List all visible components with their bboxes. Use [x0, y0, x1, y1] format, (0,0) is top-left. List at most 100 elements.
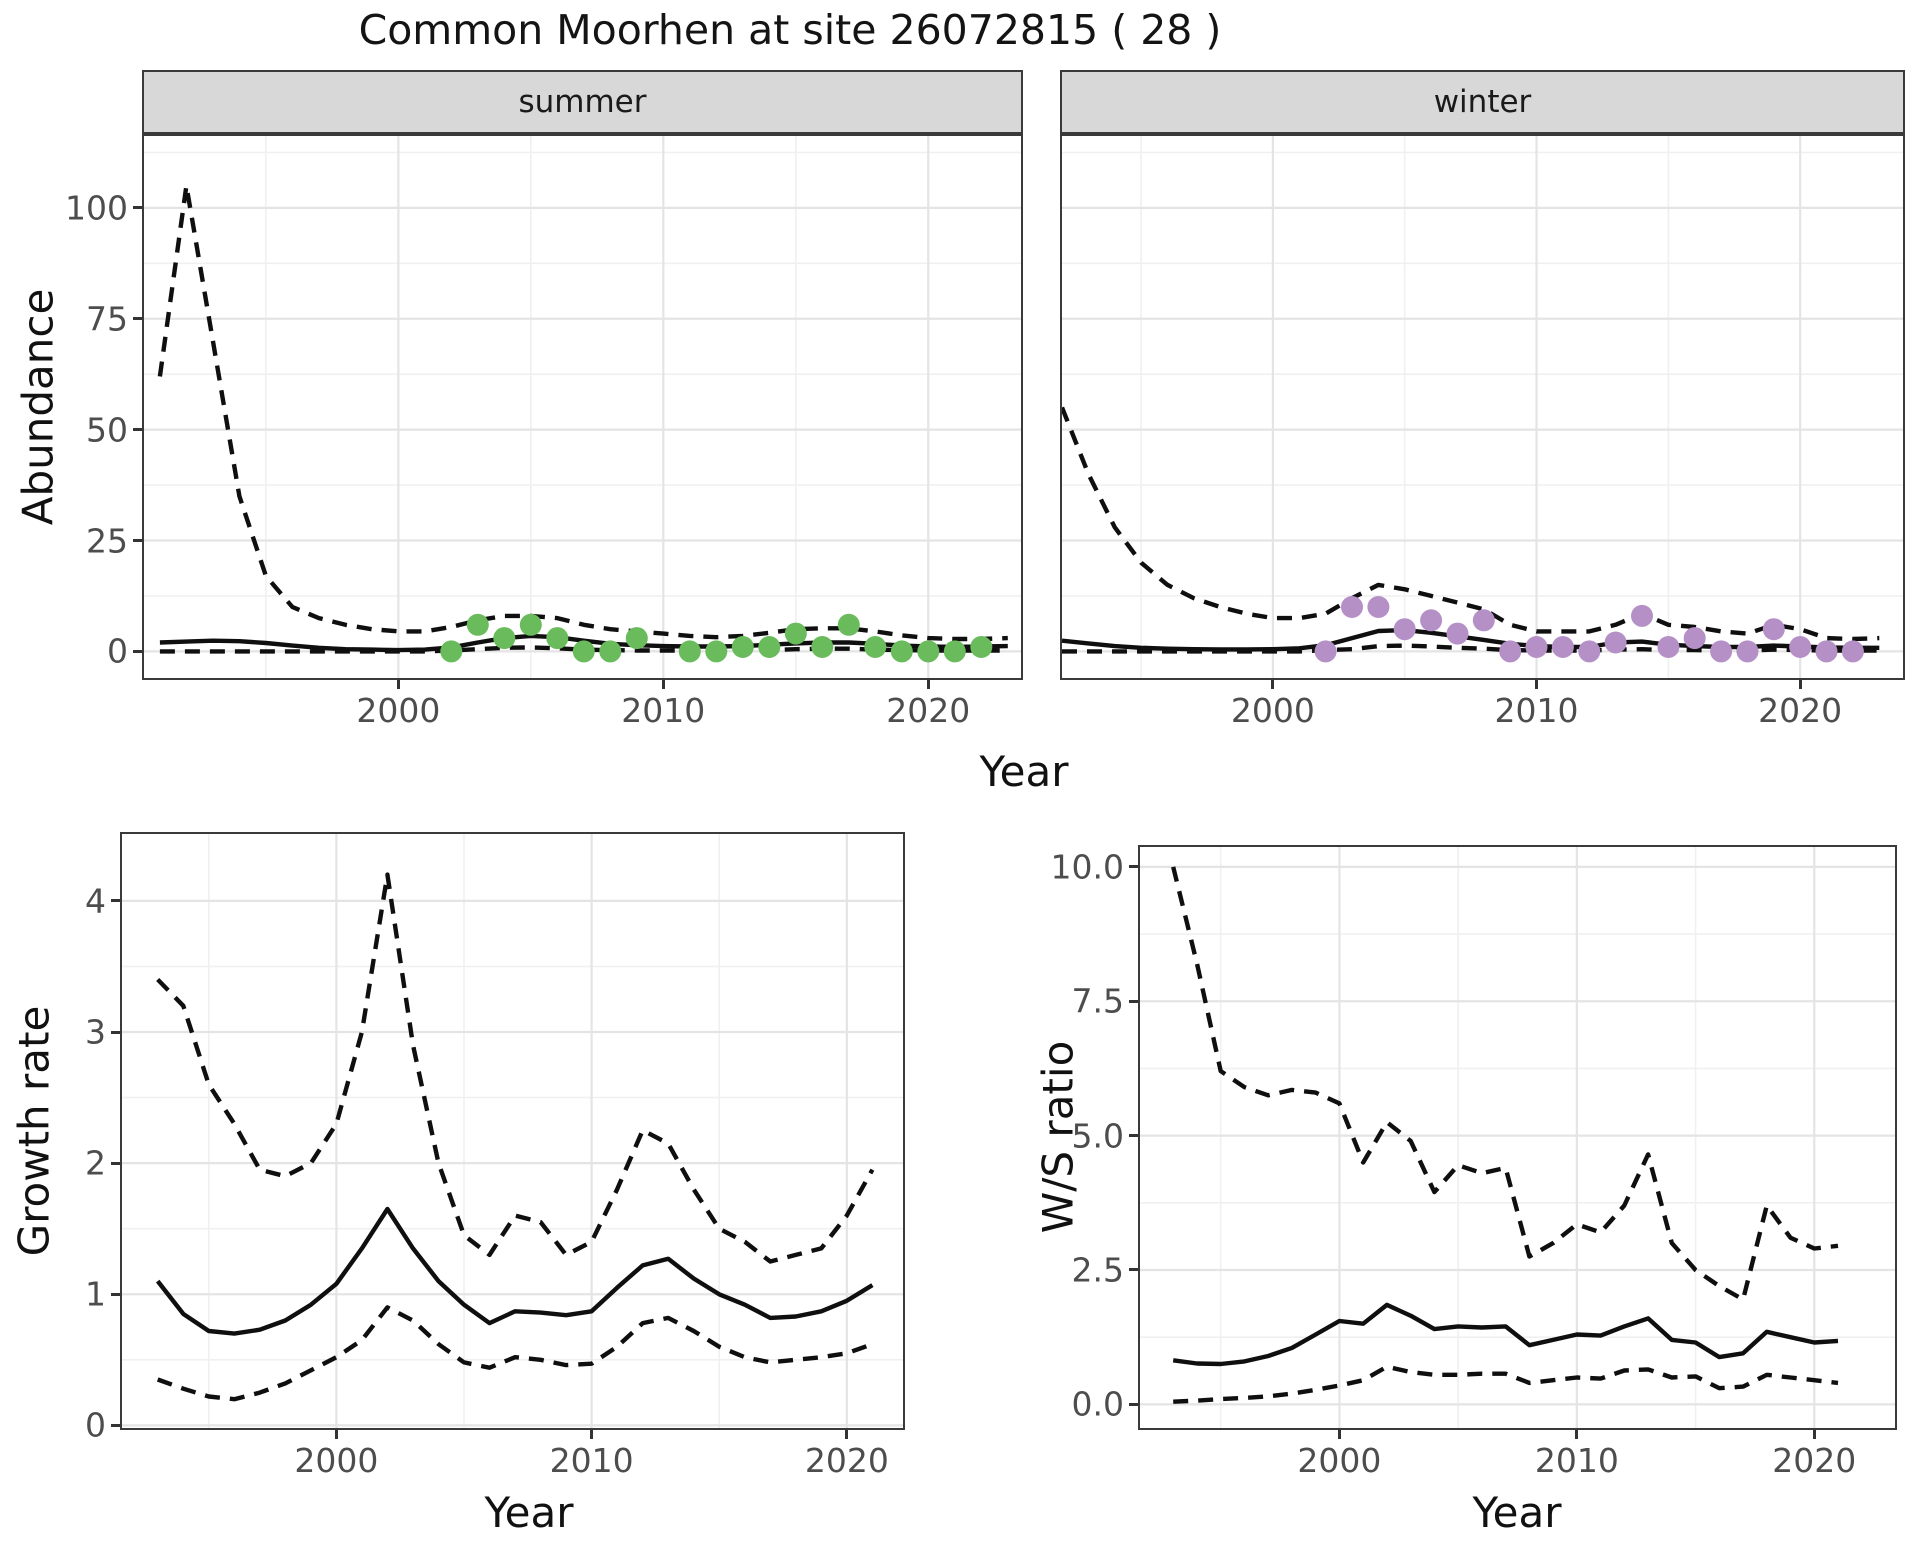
upper-ci-line: [157, 183, 1008, 642]
observed-count-points: [1815, 640, 1838, 663]
x-tick-mark: [926, 680, 930, 689]
plot-area-growth-rate: [122, 834, 903, 1428]
y-tick-label: 75: [86, 299, 128, 339]
facet-strip-label: summer: [518, 84, 647, 120]
y-tick-label: 7.5: [1071, 981, 1124, 1021]
observed-count-points: [1551, 636, 1574, 658]
observed-count-points: [811, 636, 834, 658]
y-tick-label: 0.0: [1071, 1384, 1124, 1424]
observed-count-points: [1393, 618, 1416, 641]
observed-count-points: [890, 640, 913, 663]
observed-count-points: [572, 640, 595, 663]
x-tick-mark: [334, 1430, 338, 1439]
x-tick-label: 2010: [621, 691, 706, 730]
observed-count-points: [1683, 627, 1706, 650]
x-tick-label: 2020: [804, 1441, 889, 1480]
x-axis-title-year-top: Year: [979, 747, 1069, 796]
y-tick-label: 25: [86, 521, 128, 560]
y-tick-label: 1: [85, 1274, 106, 1314]
x-tick-label: 2010: [549, 1441, 634, 1480]
y-axis-title-ws-ratio: W/S ratio: [1033, 1040, 1083, 1234]
x-tick-mark: [1575, 1430, 1579, 1439]
y-axis-title-growth-rate: Growth rate: [9, 1005, 59, 1257]
observed-count-points: [546, 627, 569, 650]
panel-growth-rate: 2000 2010 2020 0 1 2 3 4: [85, 832, 905, 1477]
plot-area-winter: [1062, 136, 1903, 678]
observed-count-points: [837, 613, 860, 636]
observed-count-points: [917, 640, 940, 663]
x-tick-label: 2000: [1297, 1441, 1382, 1480]
x-tick-mark: [590, 1430, 594, 1439]
observed-count-points: [466, 613, 489, 636]
y-tick-label: 3: [85, 1012, 106, 1052]
panel-abundance-winter: 2000 2010 2020: [1060, 134, 1905, 727]
y-tick-mark: [111, 899, 120, 903]
observed-count-points: [519, 613, 542, 636]
observed-count-points: [1341, 596, 1363, 618]
y-axis-title-abundance: Abundance: [13, 288, 63, 526]
plot-title: Common Moorhen at site 26072815 ( 28 ): [358, 6, 1222, 54]
upper-ci-line: [1171, 866, 1839, 1302]
x-tick-label: 2010: [1494, 691, 1579, 730]
x-axis-title-year-growth: Year: [484, 1488, 574, 1537]
y-tick-mark: [1129, 1134, 1138, 1138]
x-tick-label: 2010: [1534, 1441, 1619, 1480]
median-line: [1172, 1302, 1839, 1367]
observed-count-points: [1631, 604, 1653, 627]
observed-count-points: [1657, 636, 1680, 658]
observed-count-points: [1472, 609, 1495, 632]
x-tick-mark: [1271, 680, 1275, 689]
observed-count-points: [1604, 631, 1627, 654]
observed-count-points: [1578, 640, 1601, 663]
x-axis-title-year-ws: Year: [1472, 1488, 1562, 1537]
panel-abundance-summer: 2000 2010 2020 0 25 50 75 100: [65, 134, 1023, 727]
y-tick-label: 100: [65, 188, 128, 228]
y-tick-mark: [1129, 999, 1138, 1003]
x-tick-label: 2000: [294, 1441, 379, 1480]
observed-count-points: [1420, 609, 1443, 632]
x-tick-mark: [1337, 1430, 1341, 1439]
lower-ci-line: [1173, 1364, 1839, 1404]
x-tick-label: 2000: [1230, 691, 1315, 730]
y-tick-mark: [111, 1030, 120, 1034]
y-tick-label: 0: [107, 631, 128, 671]
observed-count-points: [1367, 596, 1390, 618]
observed-count-points: [1841, 640, 1864, 663]
y-tick-label: 10.0: [1050, 847, 1124, 887]
observed-count-points: [731, 636, 754, 658]
y-tick-label: 5.0: [1071, 1116, 1124, 1156]
y-tick-label: 4: [85, 881, 106, 921]
observed-count-points: [1710, 640, 1733, 663]
x-tick-mark: [396, 680, 400, 689]
x-tick-label: 2020: [886, 691, 971, 730]
observed-count-points: [599, 640, 622, 663]
y-tick-mark: [1129, 1402, 1138, 1406]
observed-count-points: [1525, 636, 1548, 658]
y-tick-mark: [133, 317, 142, 321]
plot-area-ws-ratio: [1140, 847, 1895, 1428]
observed-count-points: [1314, 640, 1337, 663]
y-tick-mark: [133, 206, 142, 210]
plot-area-summer: [144, 136, 1021, 678]
facet-strip-summer: summer: [142, 70, 1023, 134]
y-tick-label: 2: [85, 1143, 106, 1183]
y-tick-mark: [111, 1161, 120, 1165]
observed-count-points: [1499, 640, 1522, 663]
y-tick-mark: [111, 1423, 120, 1427]
observed-count-points: [678, 640, 701, 663]
observed-count-points: [1446, 622, 1469, 645]
y-tick-label: 0: [85, 1405, 106, 1445]
observed-count-points: [1762, 618, 1785, 641]
observed-count-points: [625, 627, 648, 650]
x-tick-mark: [1812, 1430, 1816, 1439]
x-tick-label: 2000: [356, 691, 441, 730]
y-tick-mark: [133, 649, 142, 653]
observed-count-points: [440, 640, 463, 663]
observed-count-points: [1789, 636, 1812, 658]
x-tick-label: 2020: [1758, 691, 1843, 730]
x-tick-mark: [845, 1430, 849, 1439]
y-tick-mark: [111, 1292, 120, 1296]
x-tick-label: 2020: [1772, 1441, 1857, 1480]
upper-ci-line: [1062, 406, 1880, 642]
